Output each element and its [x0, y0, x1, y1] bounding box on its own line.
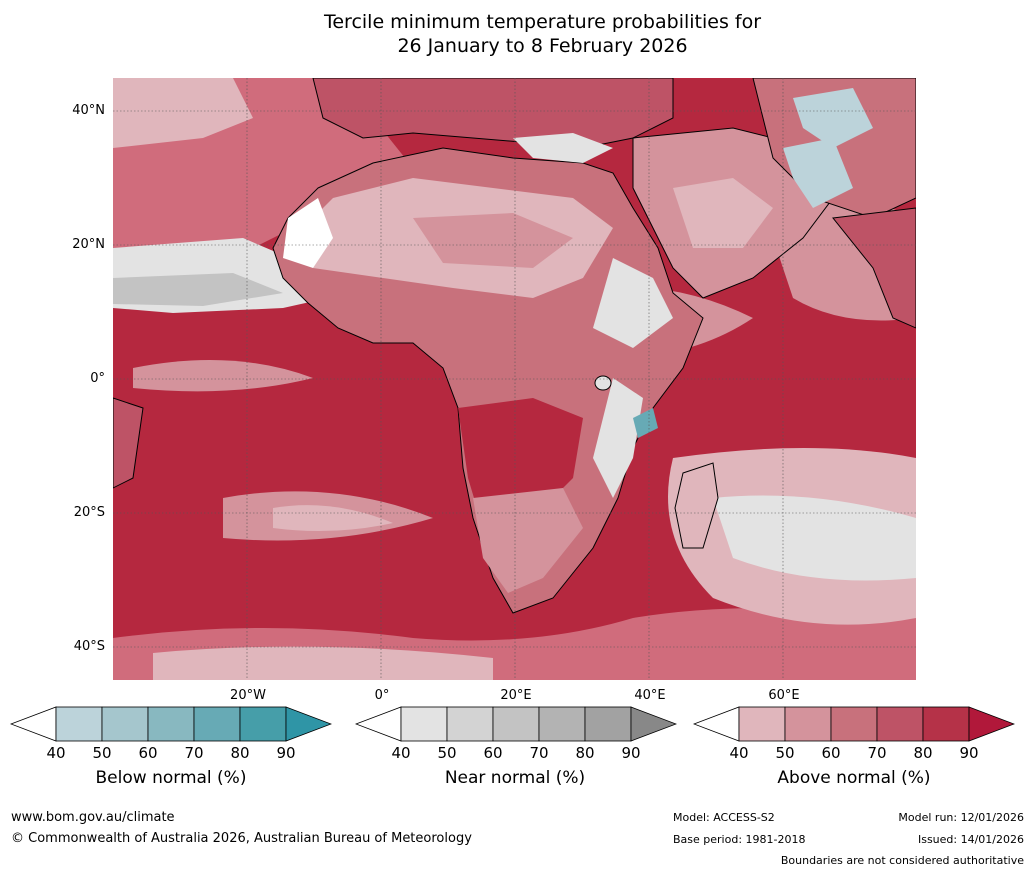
lat-label-20n: 20°N — [72, 237, 105, 252]
north-atlantic-light — [113, 78, 253, 148]
footer-copyright: © Commonwealth of Australia 2026, Austra… — [11, 831, 472, 846]
colorbar-segment — [492, 706, 540, 742]
footer-model-run: Model run: 12/01/2026 — [898, 811, 1024, 824]
map-canvas — [113, 78, 916, 680]
colorbar-extend-high — [968, 706, 1016, 742]
west-sahara-white — [283, 198, 333, 268]
colorbar-tick-label: 50 — [437, 744, 457, 762]
title-line-2: 26 January to 8 February 2026 — [397, 35, 688, 57]
colorbar-segment — [584, 706, 632, 742]
colorbar-above-normal — [692, 706, 1016, 746]
colorbar-below-normal — [9, 706, 333, 746]
lon-label-20e: 20°E — [500, 688, 532, 703]
lat-label-40n: 40°N — [72, 103, 105, 118]
colorbar-tick-label: 40 — [391, 744, 411, 762]
lat-label-40s: 40°S — [73, 639, 105, 654]
footer-disclaimer: Boundaries are not considered authoritat… — [780, 854, 1024, 867]
colorbar-segment — [400, 706, 448, 742]
southern-band-light — [153, 646, 493, 680]
colorbar-tick-label: 80 — [230, 744, 250, 762]
colorbar-title-above: Above normal (%) — [777, 768, 931, 788]
colorbar-segment — [922, 706, 970, 742]
colorbar-segment — [538, 706, 586, 742]
colorbar-tick-label: 90 — [621, 744, 641, 762]
colorbar-extend-low — [9, 706, 57, 742]
iran-blue — [783, 138, 853, 208]
colorbar-tick-label: 60 — [821, 744, 841, 762]
colorbar-tick-label: 70 — [867, 744, 887, 762]
chart-title: Tercile minimum temperature probabilitie… — [0, 10, 1035, 58]
colorbar-segment — [738, 706, 786, 742]
colorbar-svg — [9, 706, 333, 742]
colorbar-tick-label: 90 — [959, 744, 979, 762]
east-africa-grey — [593, 378, 643, 498]
colorbar-tick-label: 80 — [913, 744, 933, 762]
colorbar-segment — [55, 706, 103, 742]
lon-label-60e: 60°E — [768, 688, 800, 703]
colorbar-near-normal — [354, 706, 678, 746]
southern-africa-mid — [473, 488, 583, 593]
colorbar-extend-high — [285, 706, 333, 742]
colorbar-tick-label: 60 — [483, 744, 503, 762]
colorbar-segment — [239, 706, 287, 742]
colorbar-extend-low — [692, 706, 740, 742]
india-landmass — [832, 207, 916, 329]
colorbar-segment — [193, 706, 241, 742]
graticule — [113, 78, 916, 680]
colorbar-tick-label: 60 — [138, 744, 158, 762]
colorbar-tick-label: 40 — [46, 744, 66, 762]
colorbar-tick-label: 50 — [775, 744, 795, 762]
colorbar-svg — [692, 706, 1016, 742]
colorbar-title-below: Below normal (%) — [95, 768, 247, 788]
madagascar — [674, 462, 719, 549]
colorbar-svg — [354, 706, 678, 742]
colorbar-segment — [446, 706, 494, 742]
colorbar-title-near: Near normal (%) — [444, 768, 586, 788]
colorbar-tick-label: 90 — [276, 744, 296, 762]
horn-grey — [593, 258, 673, 348]
colorbar-tick-label: 50 — [92, 744, 112, 762]
footer-model: Model: ACCESS-S2 — [673, 811, 775, 824]
colorbar-segment — [101, 706, 149, 742]
lat-label-equator: 0° — [90, 371, 105, 386]
central-asia-blue — [793, 88, 873, 148]
footer-url[interactable]: www.bom.gov.au/climate — [11, 810, 175, 825]
colorbar-segment — [830, 706, 878, 742]
colorbar-tick-label: 70 — [529, 744, 549, 762]
title-line-1: Tercile minimum temperature probabilitie… — [323, 11, 762, 33]
footer-base-period: Base period: 1981-2018 — [673, 833, 806, 846]
indian-ocean-grey — [713, 495, 916, 581]
tropical-atlantic-grey-dark — [113, 273, 283, 306]
south-atlantic-band-light — [273, 505, 393, 532]
east-africa-teal — [633, 408, 658, 438]
arabia-light — [673, 178, 773, 248]
mediterranean-patch — [513, 133, 613, 163]
colorbar-tick-label: 40 — [729, 744, 749, 762]
sahara-mid — [413, 213, 573, 268]
colorbar-extend-high — [630, 706, 678, 742]
colorbar-tick-label: 70 — [184, 744, 204, 762]
lon-label-20w: 20°W — [230, 688, 266, 703]
south-america-edge — [113, 397, 144, 489]
footer-issued: Issued: 14/01/2026 — [917, 833, 1024, 846]
lat-label-20s: 20°S — [73, 505, 105, 520]
europe-landmass — [312, 78, 674, 149]
colorbar-segment — [784, 706, 832, 742]
lon-label-40e: 40°E — [634, 688, 666, 703]
colorbar-tick-label: 80 — [575, 744, 595, 762]
colorbar-segment — [147, 706, 195, 742]
equatorial-atlantic-patch — [133, 360, 313, 392]
colorbar-segment — [876, 706, 924, 742]
probability-map — [113, 78, 916, 680]
lon-label-0: 0° — [374, 688, 390, 703]
colorbar-extend-low — [354, 706, 402, 742]
lake-victoria — [594, 375, 612, 391]
